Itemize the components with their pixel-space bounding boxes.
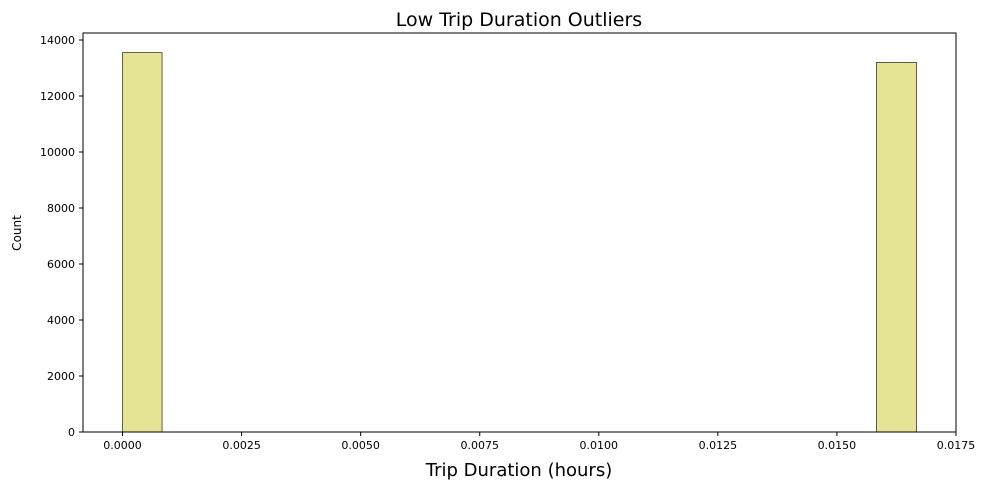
bars-group xyxy=(122,52,917,433)
histogram-bar-1 xyxy=(876,62,917,433)
x-tick-label: 0.0100 xyxy=(580,439,619,452)
y-axis-label: Count xyxy=(10,215,24,251)
x-tick-label: 0.0000 xyxy=(103,439,142,452)
x-tick-label: 0.0025 xyxy=(222,439,261,452)
y-tick-label: 2000 xyxy=(47,370,75,383)
y-tick-label: 12000 xyxy=(40,90,75,103)
x-tick-label: 0.0050 xyxy=(341,439,380,452)
chart-title: Low Trip Duration Outliers xyxy=(396,9,642,31)
x-axis-ticks: 0.0000 0.0025 0.0050 0.0075 0.0100 0.0125 0.01… xyxy=(103,432,975,452)
y-tick-label: 10000 xyxy=(40,146,75,159)
x-tick-label: 0.0075 xyxy=(460,439,499,452)
y-tick-label: 14000 xyxy=(40,34,75,47)
y-tick-label: 8000 xyxy=(47,202,75,215)
x-axis-label: Trip Duration (hours) xyxy=(425,460,612,481)
x-tick-label: 0.0125 xyxy=(699,439,738,452)
plot-frame xyxy=(82,32,957,433)
x-tick-label: 0.0150 xyxy=(818,439,857,452)
y-tick-label: 6000 xyxy=(47,258,75,271)
x-tick-label: 0.0175 xyxy=(937,439,976,452)
histogram-bar-0 xyxy=(122,52,163,433)
y-tick-label: 4000 xyxy=(47,314,75,327)
y-axis-ticks: 0 2000 4000 6000 8000 10000 12000 14000 xyxy=(40,34,83,439)
y-tick-label: 0 xyxy=(68,426,75,439)
